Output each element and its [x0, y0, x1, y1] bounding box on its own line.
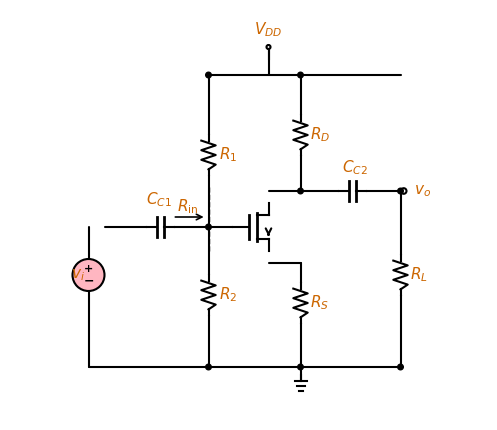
Text: $C_{C2}$: $C_{C2}$ — [341, 158, 367, 177]
Text: +: + — [84, 264, 93, 274]
Circle shape — [298, 364, 303, 370]
Circle shape — [206, 72, 211, 78]
Text: $R_{\mathrm{in}}$: $R_{\mathrm{in}}$ — [176, 198, 198, 216]
Text: $R_D$: $R_D$ — [311, 126, 331, 144]
Text: −: − — [83, 274, 94, 288]
Circle shape — [206, 364, 211, 370]
Circle shape — [298, 188, 303, 194]
Circle shape — [398, 188, 403, 194]
Text: $C_{C1}$: $C_{C1}$ — [146, 190, 171, 209]
Circle shape — [298, 72, 303, 78]
Circle shape — [398, 364, 403, 370]
Text: $V_{DD}$: $V_{DD}$ — [254, 20, 283, 39]
Circle shape — [206, 224, 211, 230]
Circle shape — [73, 259, 104, 291]
Text: $R_2$: $R_2$ — [219, 286, 237, 304]
Text: $v_i$: $v_i$ — [71, 267, 84, 283]
Text: $R_1$: $R_1$ — [219, 146, 237, 164]
Text: $v_o$: $v_o$ — [414, 183, 431, 199]
Text: $R_L$: $R_L$ — [411, 266, 428, 284]
Text: $R_S$: $R_S$ — [311, 294, 330, 312]
